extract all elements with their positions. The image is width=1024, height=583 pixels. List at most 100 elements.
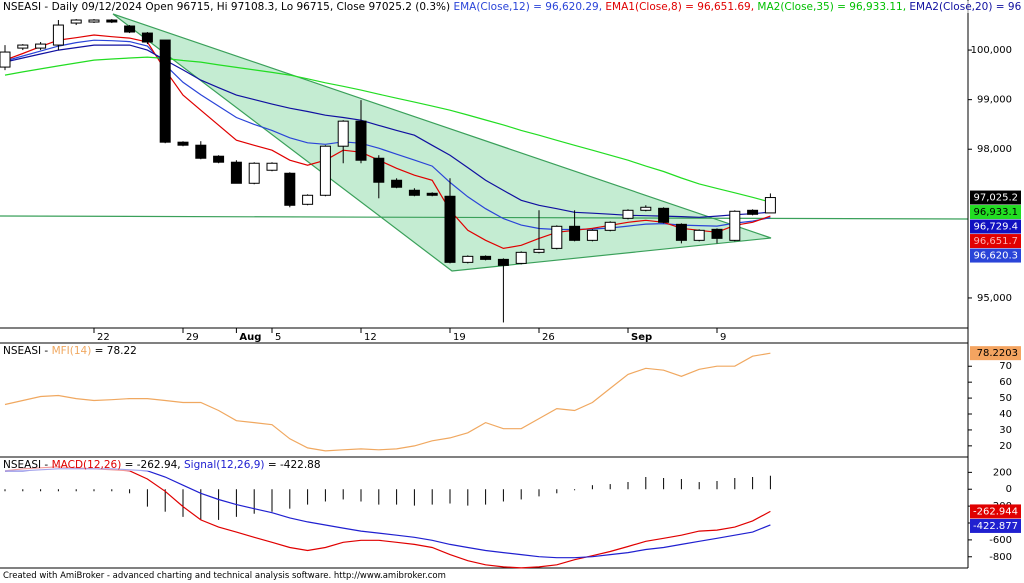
candle-body [319,145,331,196]
candle-body [604,221,616,231]
value-label: 96,651.7 [973,236,1018,247]
candle-body [551,225,563,249]
horizontal-trendline [0,215,969,220]
candle-body [195,144,207,159]
header-text: EMA(Close,12) = 96,620.29, [453,1,606,13]
indicator-line [4,352,771,452]
candle-body [70,19,82,24]
y-tick-label: -600 [989,535,1012,546]
candle-body [640,206,652,211]
candle-body [533,248,545,253]
candle-body [675,223,687,241]
mfi-header: NSEASI - MFI(14) = 78.22 [3,345,137,357]
x-tick-label: Aug [239,332,261,343]
value-label: 96,933.1 [973,207,1018,218]
y-tick-label: 98,000 [977,144,1012,155]
candle-body [355,120,367,161]
value-label-box [970,346,1021,361]
candle-body [515,251,527,264]
candle-body [658,207,670,223]
candle-body [124,25,136,33]
x-tick-label: 12 [364,332,377,343]
header-text: NSEASI - [3,459,52,471]
candle-body [569,225,581,241]
x-tick-label: 26 [542,332,555,343]
value-label: -262.944 [973,506,1018,517]
candle-body [17,44,29,49]
candle-body [266,162,278,171]
y-tick-label: 30 [999,425,1012,436]
indicator-line [4,56,771,203]
candle-body [213,155,225,163]
header-text: NSEASI - [3,345,52,357]
candle-body [408,189,420,196]
price-header: NSEASI - Daily 09/12/2024 Open 96715, Hi… [3,1,1022,13]
x-tick-label: 5 [275,332,281,343]
x-tick-label: 22 [97,332,110,343]
candle-body [391,179,403,188]
value-label: 97,025.2 [973,193,1018,204]
candle-body [622,209,634,219]
value-label: 96,620.3 [973,251,1018,262]
indicator-line [4,44,771,218]
y-tick-label: 99,000 [977,95,1012,106]
candle-body [462,255,474,263]
candle-body [106,19,118,23]
header-text: = -262.94, [121,459,184,471]
candle-body [284,172,296,206]
indicator-line [4,466,771,569]
x-tick-label: 29 [186,332,199,343]
header-text: Signal(12,26,9) [183,459,265,471]
y-tick-label: 0 [1006,484,1012,495]
header-text: = -422.88 [264,459,321,471]
value-label-box [970,219,1021,234]
header-text: MACD(12,26) [51,459,122,471]
candle-body [0,51,11,68]
value-label-box [970,504,1021,519]
y-tick-label: 200 [993,467,1012,478]
candle-body [248,162,260,184]
candle-body [52,24,64,46]
candle-body [497,258,509,266]
y-tick-label: -800 [989,552,1012,563]
candle-body [444,195,456,263]
candle-body [177,141,189,146]
y-tick-label: 95,000 [977,293,1012,304]
candle-body [373,157,385,183]
indicator-line [4,34,771,250]
y-tick-label: 40 [999,409,1012,420]
y-tick-label: 100,000 [971,45,1012,56]
header-text: MFI(14) [51,345,92,357]
triangle-drawing [112,13,772,272]
indicator-line [4,39,771,231]
candle-body [586,229,598,241]
value-label: 96,729.4 [973,222,1018,233]
x-tick-label: 19 [453,332,466,343]
header-text: MA2(Close,35) = 96,933.11, [757,1,910,13]
x-tick-label: 9 [720,332,726,343]
macd-header: NSEASI - MACD(12,26) = -262.94, Signal(1… [3,459,321,471]
y-tick-label: 60 [999,377,1012,388]
candle-body [693,229,705,241]
value-label-box [970,190,1021,205]
value-label-box [970,234,1021,249]
candle-body [141,32,153,43]
value-label-box [970,518,1021,533]
value-label: -422.877 [973,521,1018,532]
candle-body [747,209,759,215]
candle-body [764,197,776,214]
header-text: EMA1(Close,8) = 96,651.69, [605,1,758,13]
candle-body [35,43,47,49]
candle-body [337,120,349,147]
header-text: NSEASI - Daily 09/12/2024 Open 96715, Hi… [3,1,454,13]
candle-body [159,39,171,143]
y-tick-label: 70 [999,361,1012,372]
y-tick-label: 20 [999,441,1012,452]
header-text: = 78.22 [91,345,137,357]
candle-body [729,210,741,241]
value-label-box [970,248,1021,263]
candle-body [302,194,314,205]
